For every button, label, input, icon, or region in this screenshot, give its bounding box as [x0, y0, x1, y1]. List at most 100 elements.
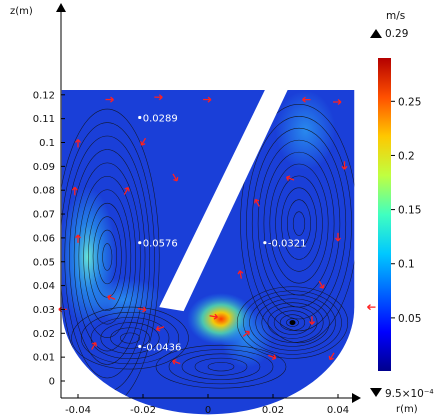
streamline [275, 175, 323, 272]
y-tick-label: 0.04 [33, 281, 55, 292]
streamline [207, 362, 235, 372]
annotation-label: 0.0576 [143, 239, 178, 250]
velocity-arrow [268, 354, 277, 361]
velocity-arrow [91, 341, 98, 350]
velocity-arrow [328, 352, 335, 361]
x-tick-label: 0.02 [262, 405, 284, 416]
streamline [240, 104, 355, 344]
streamline [267, 306, 318, 339]
annotation-label: -0.0321 [268, 239, 307, 250]
streamline [249, 294, 336, 351]
streamline [73, 162, 141, 352]
streamline [236, 286, 349, 359]
colorbar-tick-label: 0.2 [398, 150, 415, 162]
colorbar-tick-label: 0.1 [398, 259, 415, 271]
x-tick-label: -0.02 [130, 405, 156, 416]
y-tick-label: 0.03 [33, 305, 55, 316]
velocity-arrow [172, 358, 181, 365]
streamline [269, 163, 329, 284]
velocity-arrow [253, 198, 260, 207]
colorbar-ticks: 0.25 0.2 0.15 0.1 0.05 [391, 96, 421, 325]
streamline [80, 311, 180, 365]
streamline [92, 216, 122, 298]
speed-highlight-top-right [275, 90, 336, 171]
streamline [261, 302, 324, 343]
velocity-arrow [154, 94, 163, 101]
streamline [83, 189, 132, 325]
colorbar: m/s 0.29 0.25 0.2 0.15 0.1 0.05 9.5×10⁻⁴ [370, 10, 434, 400]
y-tick-label: 0.08 [33, 186, 55, 197]
streamline [155, 344, 287, 389]
streamline [194, 357, 248, 376]
annotation-label: -0.0436 [143, 342, 182, 353]
velocity-arrow [155, 325, 165, 332]
colorbar-tick-label: 0.25 [398, 96, 421, 108]
colorbar-tick-label: 0.15 [398, 205, 421, 217]
annotation-point [138, 115, 142, 120]
y-tick-label: 0.07 [33, 210, 55, 221]
velocity-arrow [335, 232, 341, 242]
streamline [110, 327, 150, 349]
streamline [286, 318, 299, 327]
y-tick-label: 0.06 [33, 233, 55, 244]
velocity-arrow [309, 316, 315, 325]
x-axis-label: r(m) [396, 404, 418, 415]
streamline [69, 149, 146, 365]
streamline [102, 243, 113, 271]
streamline [181, 353, 261, 380]
streamline [281, 187, 317, 260]
velocity-arrow [137, 306, 147, 313]
streamline [97, 229, 118, 285]
x-axis-arrow-icon [352, 393, 361, 403]
velocity-arrow [105, 96, 114, 103]
velocity-arrow [333, 99, 342, 105]
x-tick-label: -0.04 [65, 405, 91, 416]
streamline [88, 202, 127, 312]
velocity-arrow [71, 186, 78, 196]
x-tick-label: 0 [205, 405, 211, 416]
streamline [64, 135, 151, 379]
velocity-arrow [75, 234, 81, 243]
y-tick-label: 0.11 [33, 114, 55, 125]
streamline [90, 317, 170, 360]
y-tick-label: 0.01 [33, 353, 55, 364]
annotation-label: 0.0289 [143, 113, 178, 124]
colorbar-unit: m/s [386, 10, 405, 22]
velocity-arrow [242, 330, 250, 338]
streamline [100, 322, 160, 354]
velocity-arrow [285, 175, 295, 181]
y-tick-label: 0.05 [33, 257, 55, 268]
colorbar-max-label: 0.29 [385, 28, 408, 40]
streamline [71, 306, 189, 370]
velocity-arrow [209, 313, 218, 320]
velocity-arrow [140, 137, 147, 146]
velocity-arrow [107, 294, 116, 301]
streamline [246, 116, 352, 332]
streamline [168, 349, 274, 385]
annotation-point [138, 241, 142, 245]
x-tick-label: 0.04 [327, 405, 349, 416]
velocity-arrows [58, 94, 376, 365]
velocity-highlights [61, 90, 336, 369]
velocity-arrow [367, 304, 376, 311]
y-tick-label: 0 [49, 377, 55, 388]
y-tick-label: 0.02 [33, 329, 55, 340]
velocity-arrow [123, 186, 130, 195]
annotations: 0.0289 0.0576 -0.0321 -0.0436 [138, 113, 306, 353]
streamline [279, 314, 306, 331]
streamline [255, 298, 330, 347]
y-axis-arrow-icon [56, 3, 66, 12]
y-axis-label: z(m) [10, 6, 33, 17]
annotation-point [138, 344, 142, 349]
streamline [287, 199, 311, 248]
streamline [292, 211, 306, 236]
vortex-core [289, 320, 296, 326]
streamline [120, 332, 140, 344]
colorbar-bar [378, 58, 391, 371]
velocity-arrow [318, 280, 325, 289]
velocity-arrow [202, 96, 212, 103]
speed-highlight-jet-trail [221, 308, 273, 369]
annotation-point [263, 241, 267, 245]
colorbar-max-triangle-icon [370, 29, 382, 38]
